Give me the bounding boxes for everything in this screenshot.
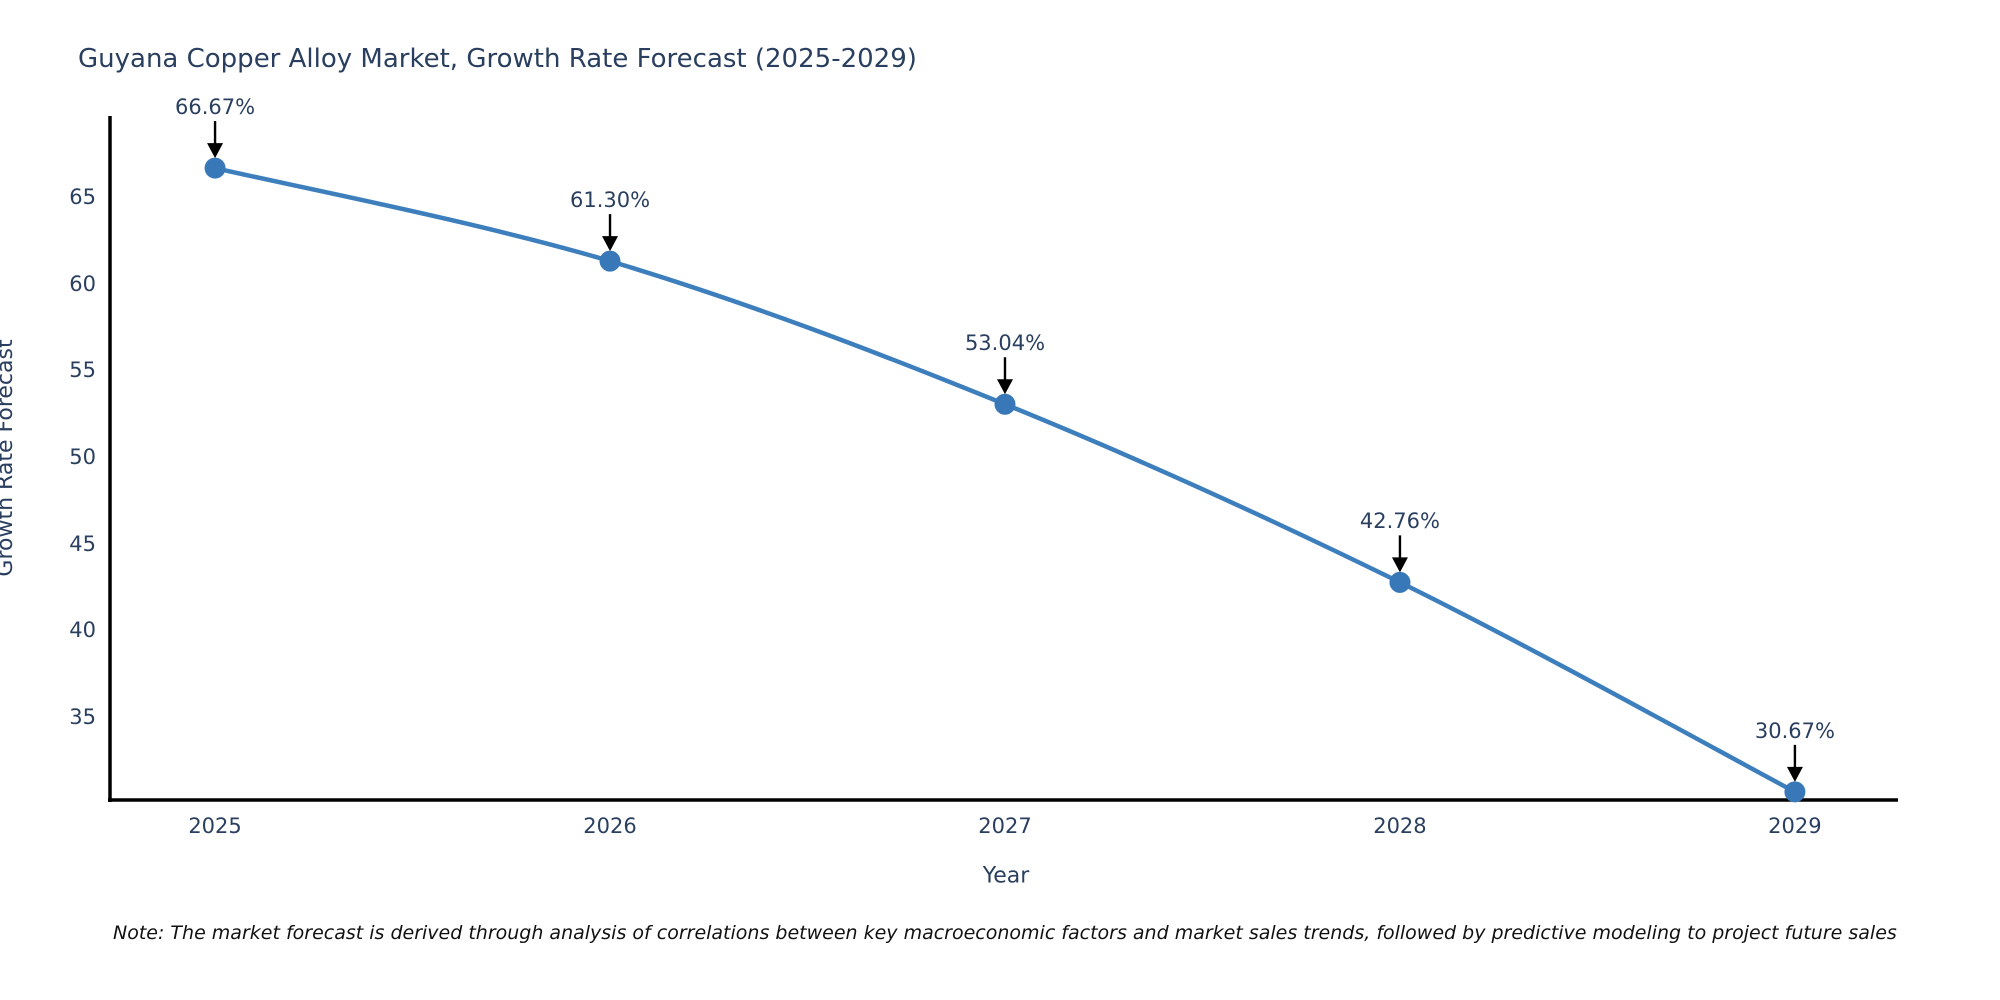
y-tick-label: 65 (69, 185, 96, 209)
data-point-marker[interactable] (994, 393, 1016, 415)
point-value-annotation: 42.76% (1359, 509, 1440, 534)
x-tick-label: 2025 (188, 814, 242, 838)
annotation-arrow-head (996, 379, 1013, 395)
chart-title: Guyana Copper Alloy Market, Growth Rate … (78, 44, 917, 74)
annotation-arrow-head (602, 236, 619, 252)
x-tick-label: 2026 (583, 814, 637, 838)
y-tick-label: 50 (69, 444, 96, 469)
y-tick-label: 55 (69, 358, 96, 383)
data-point-marker[interactable] (599, 250, 621, 272)
x-tick-label: 2027 (978, 814, 1032, 838)
x-tick-label: 2028 (1373, 814, 1427, 838)
annotation-arrow-head (207, 143, 224, 159)
annotation-arrow-head (1786, 766, 1803, 782)
growth-rate-line (214, 165, 1796, 794)
data-point-marker[interactable] (204, 157, 226, 179)
point-value-annotation: 66.67% (175, 95, 256, 120)
data-point-marker[interactable] (1784, 781, 1806, 803)
data-point-marker[interactable] (1389, 571, 1411, 593)
x-tick-label: 2029 (1768, 814, 1822, 838)
y-tick-label: 40 (69, 618, 96, 643)
forecast-methodology-note: Note: The market forecast is derived thr… (113, 922, 1897, 944)
x-axis-title: Year (982, 863, 1030, 889)
point-value-annotation: 61.30% (569, 188, 651, 213)
y-tick-label: 35 (69, 704, 96, 729)
annotation-arrow-head (1391, 557, 1408, 573)
point-value-annotation: 30.67% (1754, 718, 1835, 743)
y-tick-label: 45 (69, 531, 96, 556)
y-axis-title: Growth Rate Forecast (0, 339, 18, 577)
y-tick-label: 60 (69, 271, 96, 296)
point-value-annotation: 53.04% (964, 331, 1046, 356)
